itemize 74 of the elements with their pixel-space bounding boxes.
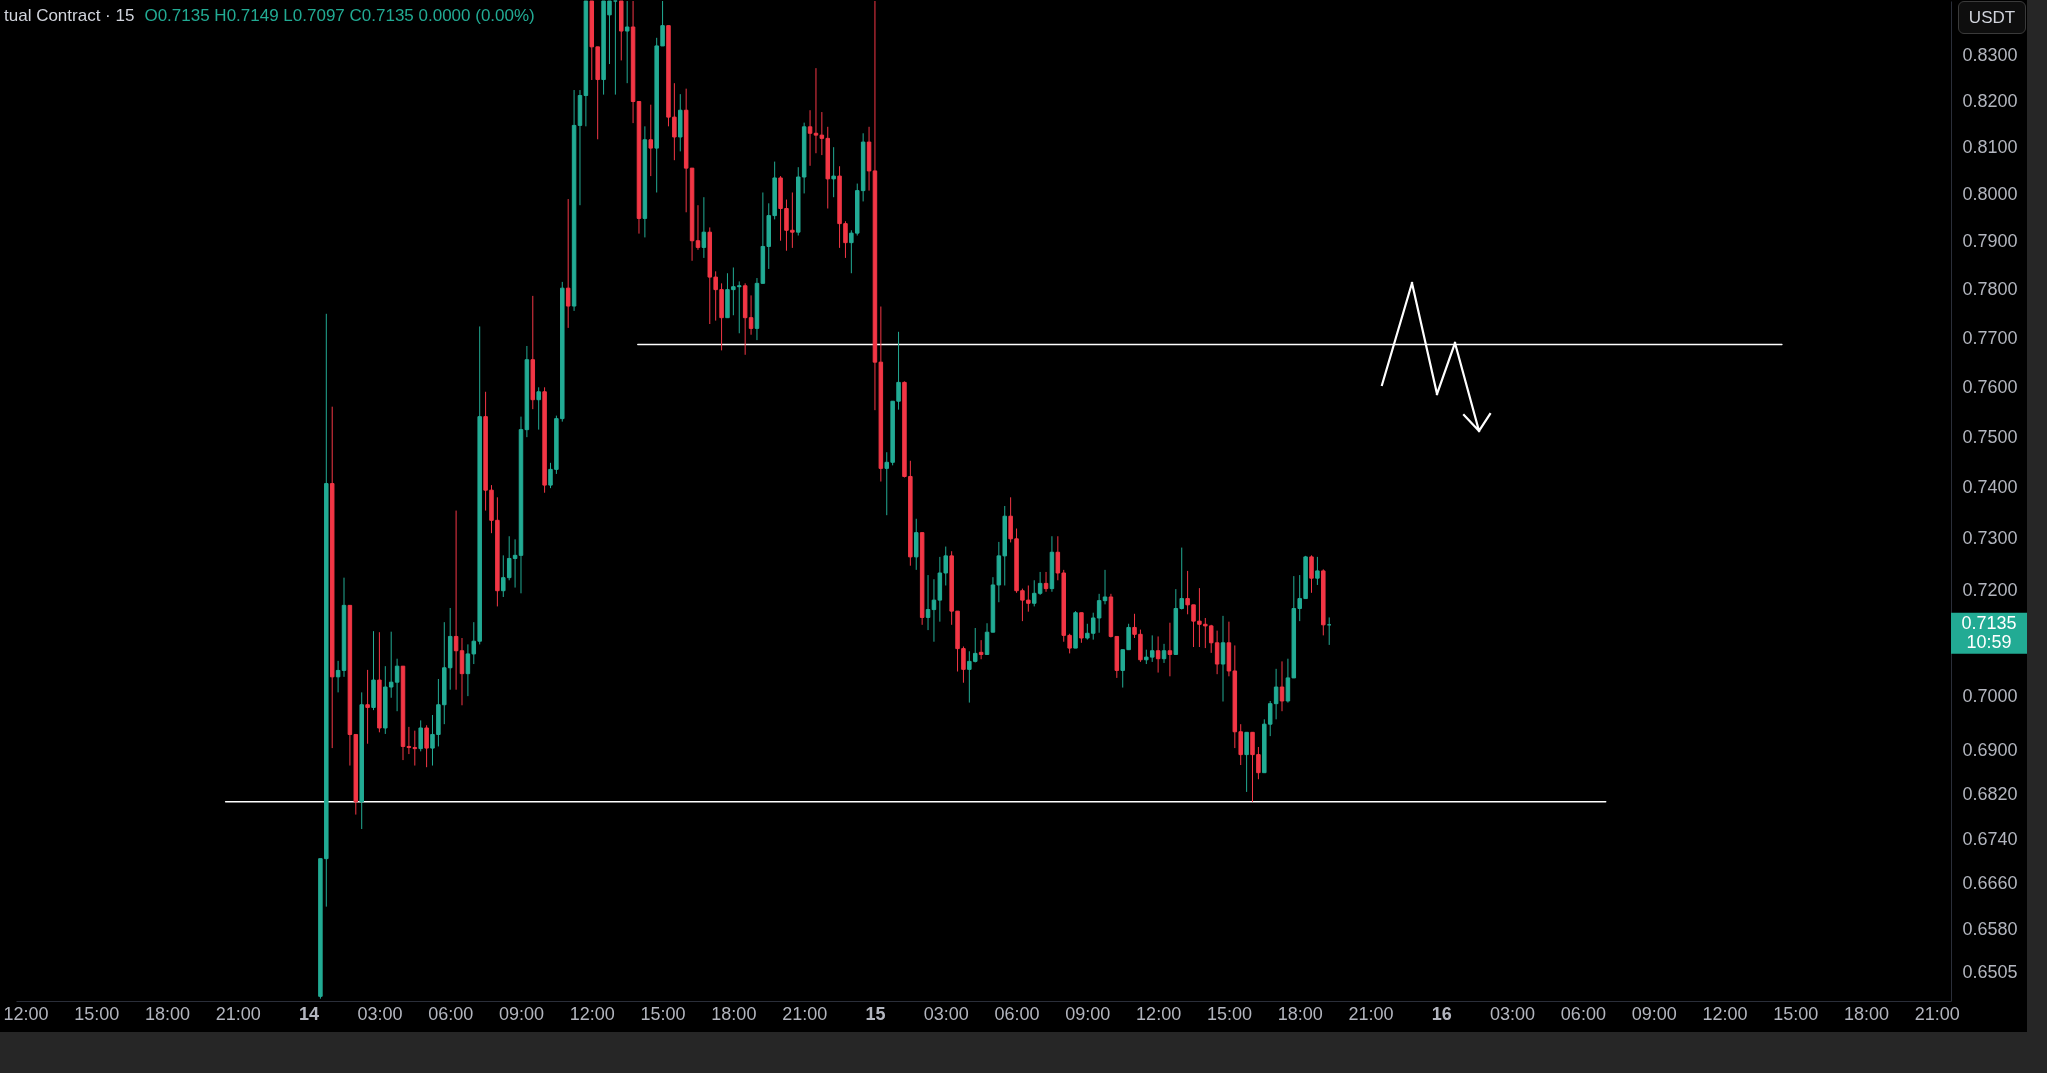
- y-tick-label: 0.7900: [1962, 231, 2018, 252]
- x-tick-label: 15: [865, 1003, 886, 1024]
- x-tick-label: 15:00: [640, 1003, 686, 1024]
- y-tick-label: 0.7400: [1962, 477, 2018, 498]
- candlestick: [807, 109, 813, 167]
- candlestick: [1315, 556, 1320, 586]
- x-tick-label: 15:00: [1773, 1003, 1819, 1024]
- text: 0.7135: [1961, 612, 2017, 633]
- x-tick-label: 12:00: [1702, 1003, 1748, 1024]
- y-tick-label: 0.7700: [1962, 327, 2018, 348]
- candlestick: [1155, 635, 1161, 674]
- candlestick: [424, 724, 429, 768]
- y-axis-title: USDT: [1958, 1, 2026, 34]
- candlestick: [695, 204, 701, 251]
- y-tick-label: 0.8100: [1962, 137, 2018, 158]
- x-tick-label: 21:00: [215, 1003, 261, 1024]
- y-tick-label: 0.6505: [1962, 962, 2018, 983]
- candlestick: [1161, 643, 1167, 664]
- candlestick: [1167, 622, 1173, 677]
- chart-title: tual Contract · 15: [4, 6, 135, 25]
- y-tick-label: 0.6740: [1962, 828, 2018, 849]
- candlestick: [624, 0, 630, 84]
- y-tick-label: 0.7800: [1962, 279, 2018, 300]
- x-tick-label: 18:00: [1844, 1003, 1890, 1024]
- x-tick-label: 09:00: [1065, 1003, 1111, 1024]
- y-tick-label: 0.8000: [1962, 183, 2018, 204]
- y-tick-label: 0.7500: [1962, 426, 2018, 447]
- candlestick: [565, 198, 571, 329]
- x-tick-label: 15:00: [1206, 1003, 1252, 1024]
- x-tick-label: 21:00: [1914, 1003, 1960, 1024]
- chart-subtitle: O0.7135 H0.7149 L0.7097 C0.7135 0.0000 (0.00%): [144, 6, 535, 25]
- y-tick-label: 0.6580: [1962, 918, 2018, 939]
- x-tick-label: 03:00: [357, 1003, 403, 1024]
- x-tick-label: 16: [1431, 1003, 1452, 1024]
- candlestick: [1244, 731, 1249, 793]
- candlestick: [648, 104, 654, 177]
- y-tick-label: 0.8300: [1962, 45, 2018, 66]
- x-tick-label: 21:00: [1348, 1003, 1394, 1024]
- candlestick: [365, 669, 370, 745]
- candlestick: [831, 146, 836, 198]
- x-tick-label: 18:00: [1277, 1003, 1323, 1024]
- x-tick-label: 18:00: [711, 1003, 757, 1024]
- y-tick-label: 0.7600: [1962, 376, 2018, 397]
- candlestick: [1220, 615, 1226, 703]
- y-tick-label: 0.7000: [1962, 686, 2018, 707]
- x-tick-label: 12:00: [1136, 1003, 1182, 1024]
- y-tick-label: 0.7300: [1962, 528, 2018, 549]
- candlestick: [1279, 660, 1285, 712]
- candlestick: [925, 574, 931, 631]
- x-tick-label: 06:00: [428, 1003, 474, 1024]
- x-tick-label: 09:00: [1631, 1003, 1677, 1024]
- x-tick-label: 12:00: [569, 1003, 615, 1024]
- candlestick: [978, 639, 984, 660]
- y-tick-label: 0.8200: [1962, 90, 2018, 111]
- y-tick-label: 0.6900: [1962, 740, 2018, 761]
- x-tick-label: 03:00: [923, 1003, 969, 1024]
- x-tick-label: 14: [299, 1003, 320, 1024]
- candlestick: [418, 719, 423, 752]
- x-tick-label: 03:00: [1490, 1003, 1536, 1024]
- candlestick: [459, 637, 465, 706]
- x-tick-label: 09:00: [498, 1003, 545, 1024]
- candlestick: [1309, 554, 1314, 594]
- y-tick-label: 0.7200: [1962, 580, 2018, 601]
- x-tick-label: 06:00: [994, 1003, 1040, 1024]
- x-tick-label: 21:00: [782, 1003, 828, 1024]
- y-tick-label: 0.6660: [1962, 873, 2018, 894]
- x-tick-label: 06:00: [1560, 1003, 1606, 1024]
- x-tick-label: 12:00: [3, 1003, 49, 1024]
- candlestick: [536, 386, 541, 431]
- y-tick-label: 0.6820: [1962, 784, 2018, 805]
- candlestick: [701, 196, 707, 259]
- x-tick-label: 18:00: [145, 1003, 191, 1024]
- text: 10:59: [1966, 631, 2012, 652]
- x-tick-label: 15:00: [74, 1003, 120, 1024]
